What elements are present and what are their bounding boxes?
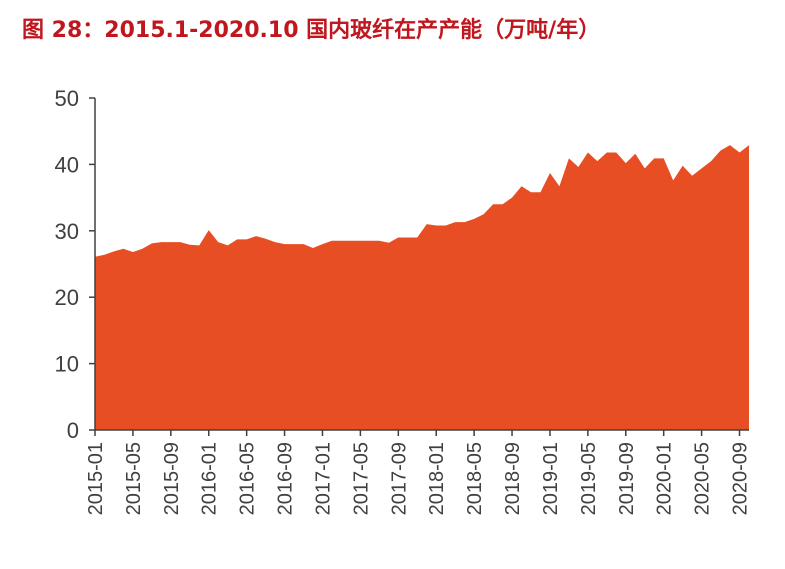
- x-tick-label: 2019-05: [578, 442, 600, 515]
- x-tick-label: 2019-01: [540, 442, 562, 515]
- y-tick-label: 20: [55, 285, 79, 310]
- x-tick-label: 2015-09: [161, 442, 183, 515]
- y-axis: 0 10 20 30 40 50: [55, 86, 96, 443]
- x-tick-label: 2020-01: [654, 442, 676, 515]
- x-tick-label: 2016-01: [199, 442, 221, 515]
- x-tick-label: 2015-05: [123, 442, 145, 515]
- x-tick-label: 2017-09: [388, 442, 410, 515]
- y-tick-label: 30: [55, 219, 79, 244]
- y-tick-label: 10: [55, 352, 79, 377]
- x-tick-label: 2018-01: [426, 442, 448, 515]
- x-tick-label: 2020-05: [692, 442, 714, 515]
- capacity-area-series: [95, 145, 749, 430]
- x-axis: 2015-01 2015-05 2015-09 2016-01 2016-05 2016-…: [85, 429, 752, 515]
- y-tick-label: 0: [67, 418, 79, 443]
- x-tick-label: 2018-05: [464, 442, 486, 515]
- y-tick-label: 50: [55, 86, 79, 111]
- figure-title: 图 28：2015.1-2020.10 国内玻纤在产产能（万吨/年）: [22, 18, 601, 43]
- x-tick-label: 2020-09: [730, 442, 752, 515]
- x-tick-label: 2016-09: [275, 442, 297, 515]
- x-tick-label: 2018-09: [502, 442, 524, 515]
- x-tick-label: 2019-09: [616, 442, 638, 515]
- y-tick-label: 40: [55, 152, 79, 177]
- x-tick-label: 2015-01: [85, 442, 107, 515]
- x-tick-label: 2017-05: [350, 442, 372, 515]
- x-tick-label: 2017-01: [312, 442, 334, 515]
- x-tick-label: 2016-05: [237, 442, 259, 515]
